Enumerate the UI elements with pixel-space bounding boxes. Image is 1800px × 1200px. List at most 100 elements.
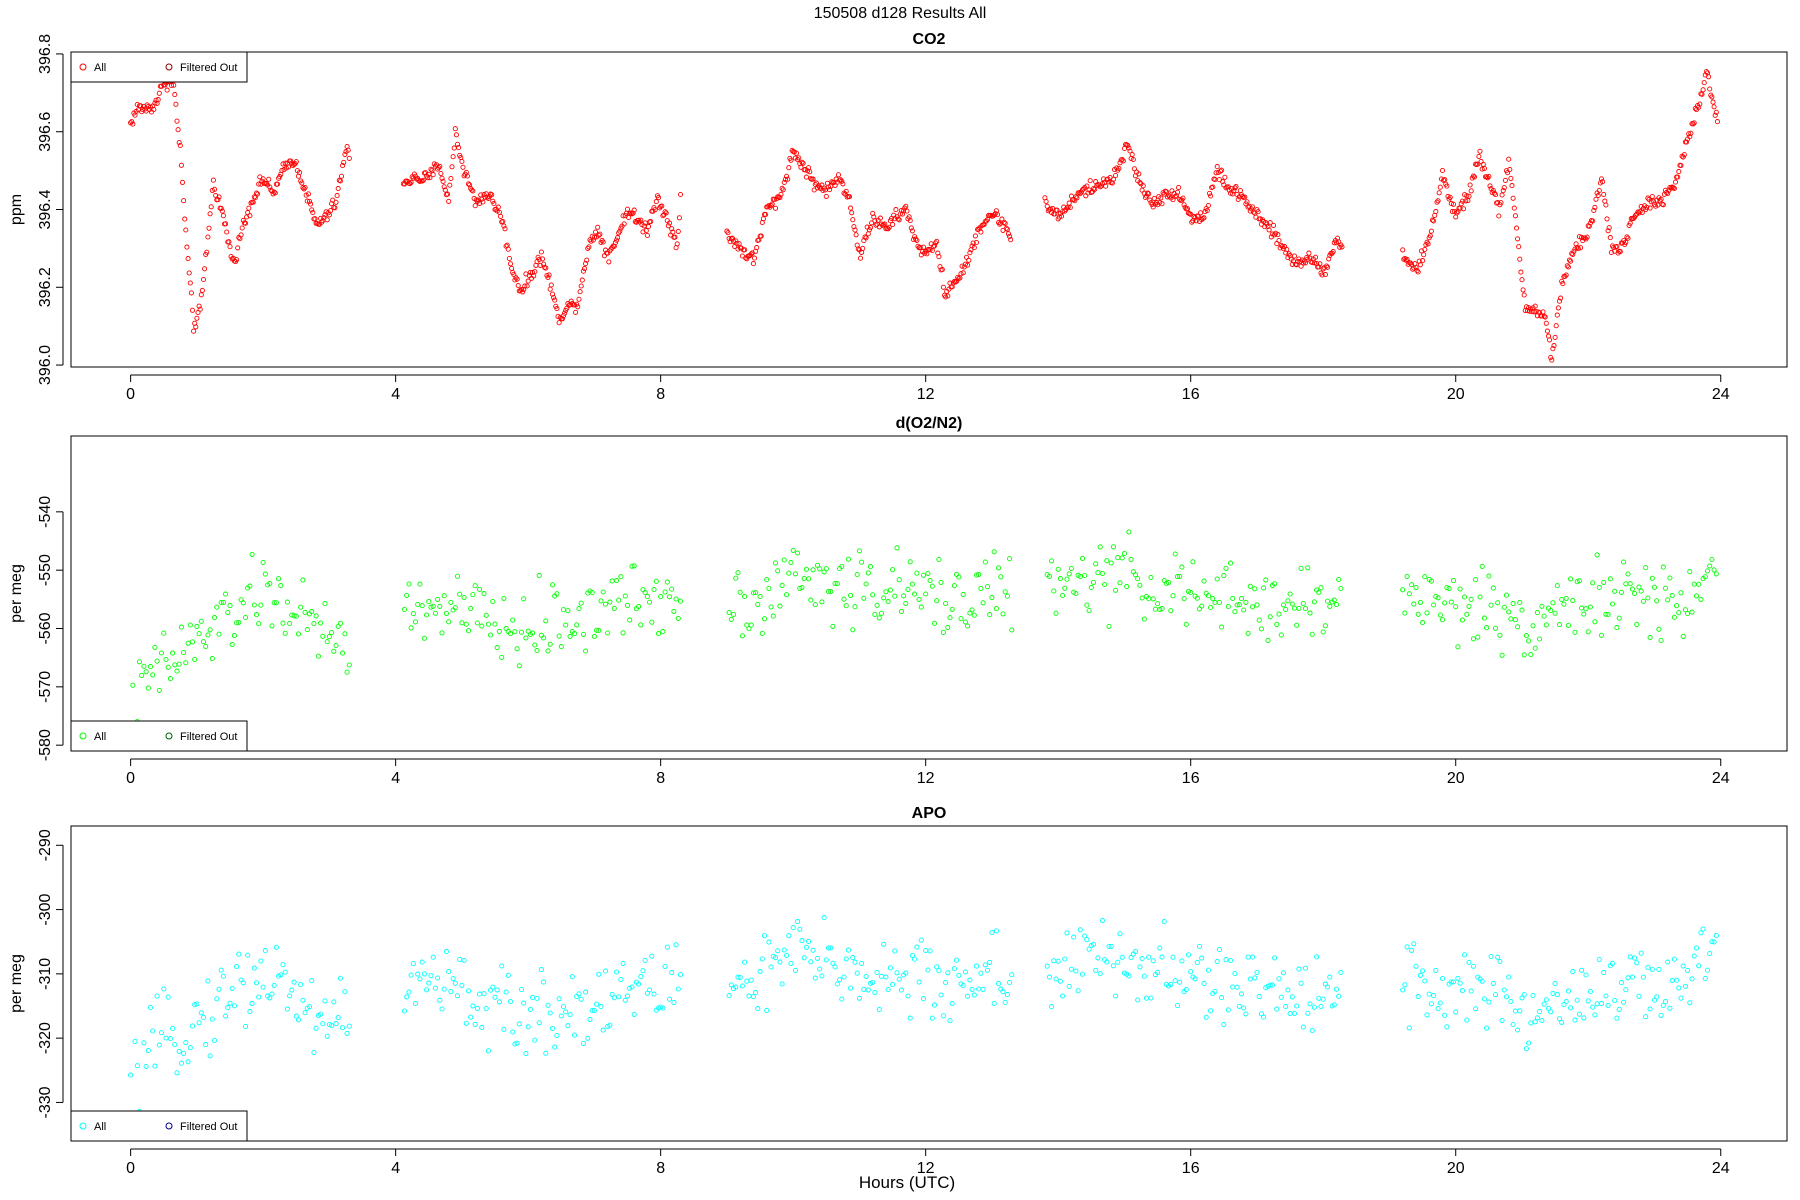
data-point <box>1240 193 1246 200</box>
data-point <box>182 216 188 222</box>
data-point <box>218 599 224 606</box>
data-point <box>1515 236 1521 242</box>
data-point <box>554 306 560 312</box>
data-point <box>179 179 186 185</box>
data-point <box>1488 953 1494 960</box>
data-point <box>220 973 226 979</box>
data-point <box>1274 621 1280 627</box>
data-point <box>1103 183 1109 189</box>
data-point <box>781 947 787 953</box>
data-point <box>260 559 266 566</box>
data-point <box>1225 603 1231 610</box>
data-point <box>1576 234 1582 240</box>
data-point <box>951 966 957 972</box>
data-point <box>624 993 631 999</box>
data-point <box>256 621 262 627</box>
data-point <box>863 973 869 980</box>
data-point <box>1082 933 1088 939</box>
data-point <box>443 610 449 616</box>
data-point <box>775 948 781 954</box>
data-point <box>790 925 796 931</box>
data-point <box>287 620 293 627</box>
data-point <box>525 278 531 284</box>
data-point <box>1199 955 1205 961</box>
data-point <box>469 187 475 193</box>
data-point <box>1220 179 1226 185</box>
data-point <box>629 563 635 569</box>
data-point <box>1252 586 1258 592</box>
data-point <box>622 997 628 1003</box>
data-point <box>1413 963 1419 969</box>
data-point <box>1437 184 1443 190</box>
data-point <box>278 972 284 978</box>
data-point <box>1174 574 1181 580</box>
data-point <box>1638 588 1644 594</box>
data-point <box>987 959 993 965</box>
data-point <box>1210 184 1216 190</box>
data-point <box>1141 616 1147 622</box>
data-point <box>854 970 860 976</box>
data-point <box>1179 564 1185 570</box>
data-point <box>1537 1009 1543 1015</box>
data-point <box>877 215 883 221</box>
data-point <box>1601 191 1607 198</box>
data-point <box>1552 980 1558 987</box>
data-point <box>450 154 456 160</box>
data-point <box>1204 207 1210 214</box>
data-point <box>1137 964 1143 970</box>
data-point <box>616 994 622 1000</box>
data-point <box>1051 588 1057 594</box>
data-point <box>516 1021 522 1027</box>
data-point <box>916 596 922 602</box>
data-point <box>537 262 543 268</box>
data-point <box>1422 246 1428 253</box>
data-point <box>1230 595 1236 601</box>
x-tick-label: 12 <box>917 770 935 787</box>
data-point <box>240 600 246 606</box>
x-tick-label: 16 <box>1182 770 1200 787</box>
data-point <box>1117 931 1123 937</box>
data-point <box>978 229 984 235</box>
data-point <box>214 604 220 610</box>
data-point <box>1506 156 1512 162</box>
data-point <box>848 985 854 991</box>
data-point <box>1644 204 1650 210</box>
data-point <box>1245 630 1251 636</box>
data-point <box>1658 196 1664 202</box>
data-point <box>167 676 173 682</box>
data-point <box>624 206 631 212</box>
data-point <box>1060 592 1066 599</box>
data-point <box>1318 585 1324 591</box>
data-point <box>313 613 319 619</box>
data-point <box>771 196 777 203</box>
data-point <box>1110 963 1116 969</box>
x-axis-label: Hours (UTC) <box>859 1173 955 1192</box>
data-point <box>1249 604 1256 610</box>
data-point <box>1658 1012 1664 1018</box>
data-point <box>666 996 673 1002</box>
data-point <box>1185 952 1192 958</box>
data-point <box>1632 955 1638 961</box>
data-point <box>913 236 919 242</box>
data-point <box>914 570 920 576</box>
data-point <box>1115 959 1121 965</box>
data-point <box>234 964 240 970</box>
data-point <box>1009 627 1015 633</box>
data-point <box>207 1053 213 1059</box>
data-point <box>1007 979 1013 986</box>
data-point <box>899 211 906 217</box>
data-point <box>1126 529 1132 535</box>
legend-box <box>70 1110 248 1142</box>
data-point <box>1510 1021 1516 1028</box>
data-point <box>1431 993 1437 999</box>
data-point <box>1488 602 1494 608</box>
data-point <box>1256 994 1262 1000</box>
data-point <box>761 616 768 622</box>
data-point <box>297 170 303 176</box>
data-point <box>578 600 584 606</box>
data-point <box>1244 199 1250 205</box>
data-point <box>1087 178 1093 184</box>
data-point <box>1484 1025 1490 1031</box>
data-point <box>279 167 285 173</box>
data-point <box>655 195 662 201</box>
